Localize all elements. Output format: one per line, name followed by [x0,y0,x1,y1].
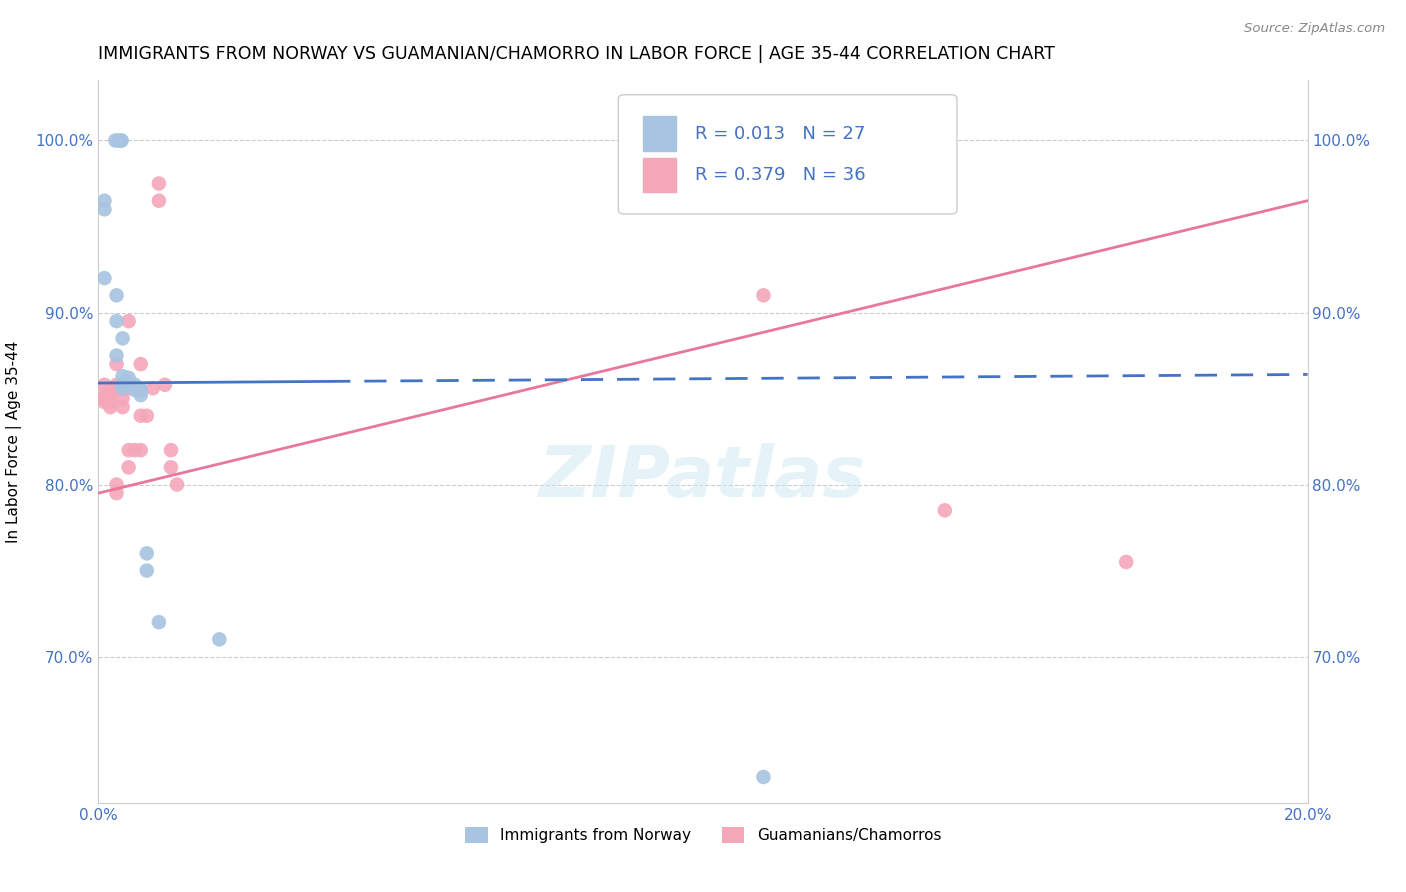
Point [93,377,115,392]
Point [118,377,141,392]
Point [118,314,141,328]
Point [166,477,188,491]
Point [135,409,157,423]
Legend: Immigrants from Norway, Guamanians/Chamorros: Immigrants from Norway, Guamanians/Chamo… [458,822,948,849]
Point [100,395,122,409]
Point [107,133,129,147]
Point [111,381,134,395]
Point [111,369,134,384]
Point [153,377,176,392]
Point [93,392,115,406]
Point [752,770,775,784]
Point [135,564,157,578]
Point [118,371,141,385]
Point [100,388,122,402]
Text: IMMIGRANTS FROM NORWAY VS GUAMANIAN/CHAMORRO IN LABOR FORCE | AGE 35-44 CORRELAT: IMMIGRANTS FROM NORWAY VS GUAMANIAN/CHAM… [98,45,1056,63]
Point [105,314,128,328]
Point [111,377,134,392]
Point [129,409,152,423]
Text: R = 0.379   N = 36: R = 0.379 N = 36 [695,166,865,184]
Point [129,357,152,371]
Point [118,381,141,395]
Point [118,460,141,475]
Point [100,400,122,414]
Text: R = 0.013   N = 27: R = 0.013 N = 27 [695,125,865,143]
Point [111,400,134,414]
Point [124,383,146,397]
Point [160,460,183,475]
Point [110,133,132,147]
Point [124,443,146,458]
Point [105,477,128,491]
FancyBboxPatch shape [643,117,676,151]
Point [111,392,134,406]
Point [135,546,157,560]
Point [148,177,170,191]
Point [124,377,146,392]
Point [93,202,115,217]
Point [100,381,122,395]
Point [105,377,128,392]
Point [142,381,165,395]
Point [104,133,127,147]
Point [93,271,115,285]
Point [105,381,128,395]
Point [111,383,134,397]
Point [118,377,141,392]
Y-axis label: In Labor Force | Age 35-44: In Labor Force | Age 35-44 [6,341,21,542]
FancyBboxPatch shape [643,158,676,193]
Point [105,486,128,500]
Point [129,383,152,397]
Text: Source: ZipAtlas.com: Source: ZipAtlas.com [1244,22,1385,36]
Point [160,443,183,458]
Point [93,194,115,208]
Point [148,615,170,630]
Point [813,185,835,199]
Point [105,288,128,302]
Point [129,388,152,402]
Text: ZIPatlas: ZIPatlas [540,443,866,512]
Point [934,503,956,517]
Point [208,632,231,647]
Point [118,443,141,458]
Point [110,133,132,147]
Point [93,395,115,409]
Point [129,383,152,397]
Point [148,194,170,208]
Point [105,357,128,371]
Point [752,288,775,302]
Point [1115,555,1137,569]
Point [93,388,115,402]
Point [129,443,152,458]
Point [111,331,134,345]
FancyBboxPatch shape [619,95,957,214]
Point [105,349,128,363]
